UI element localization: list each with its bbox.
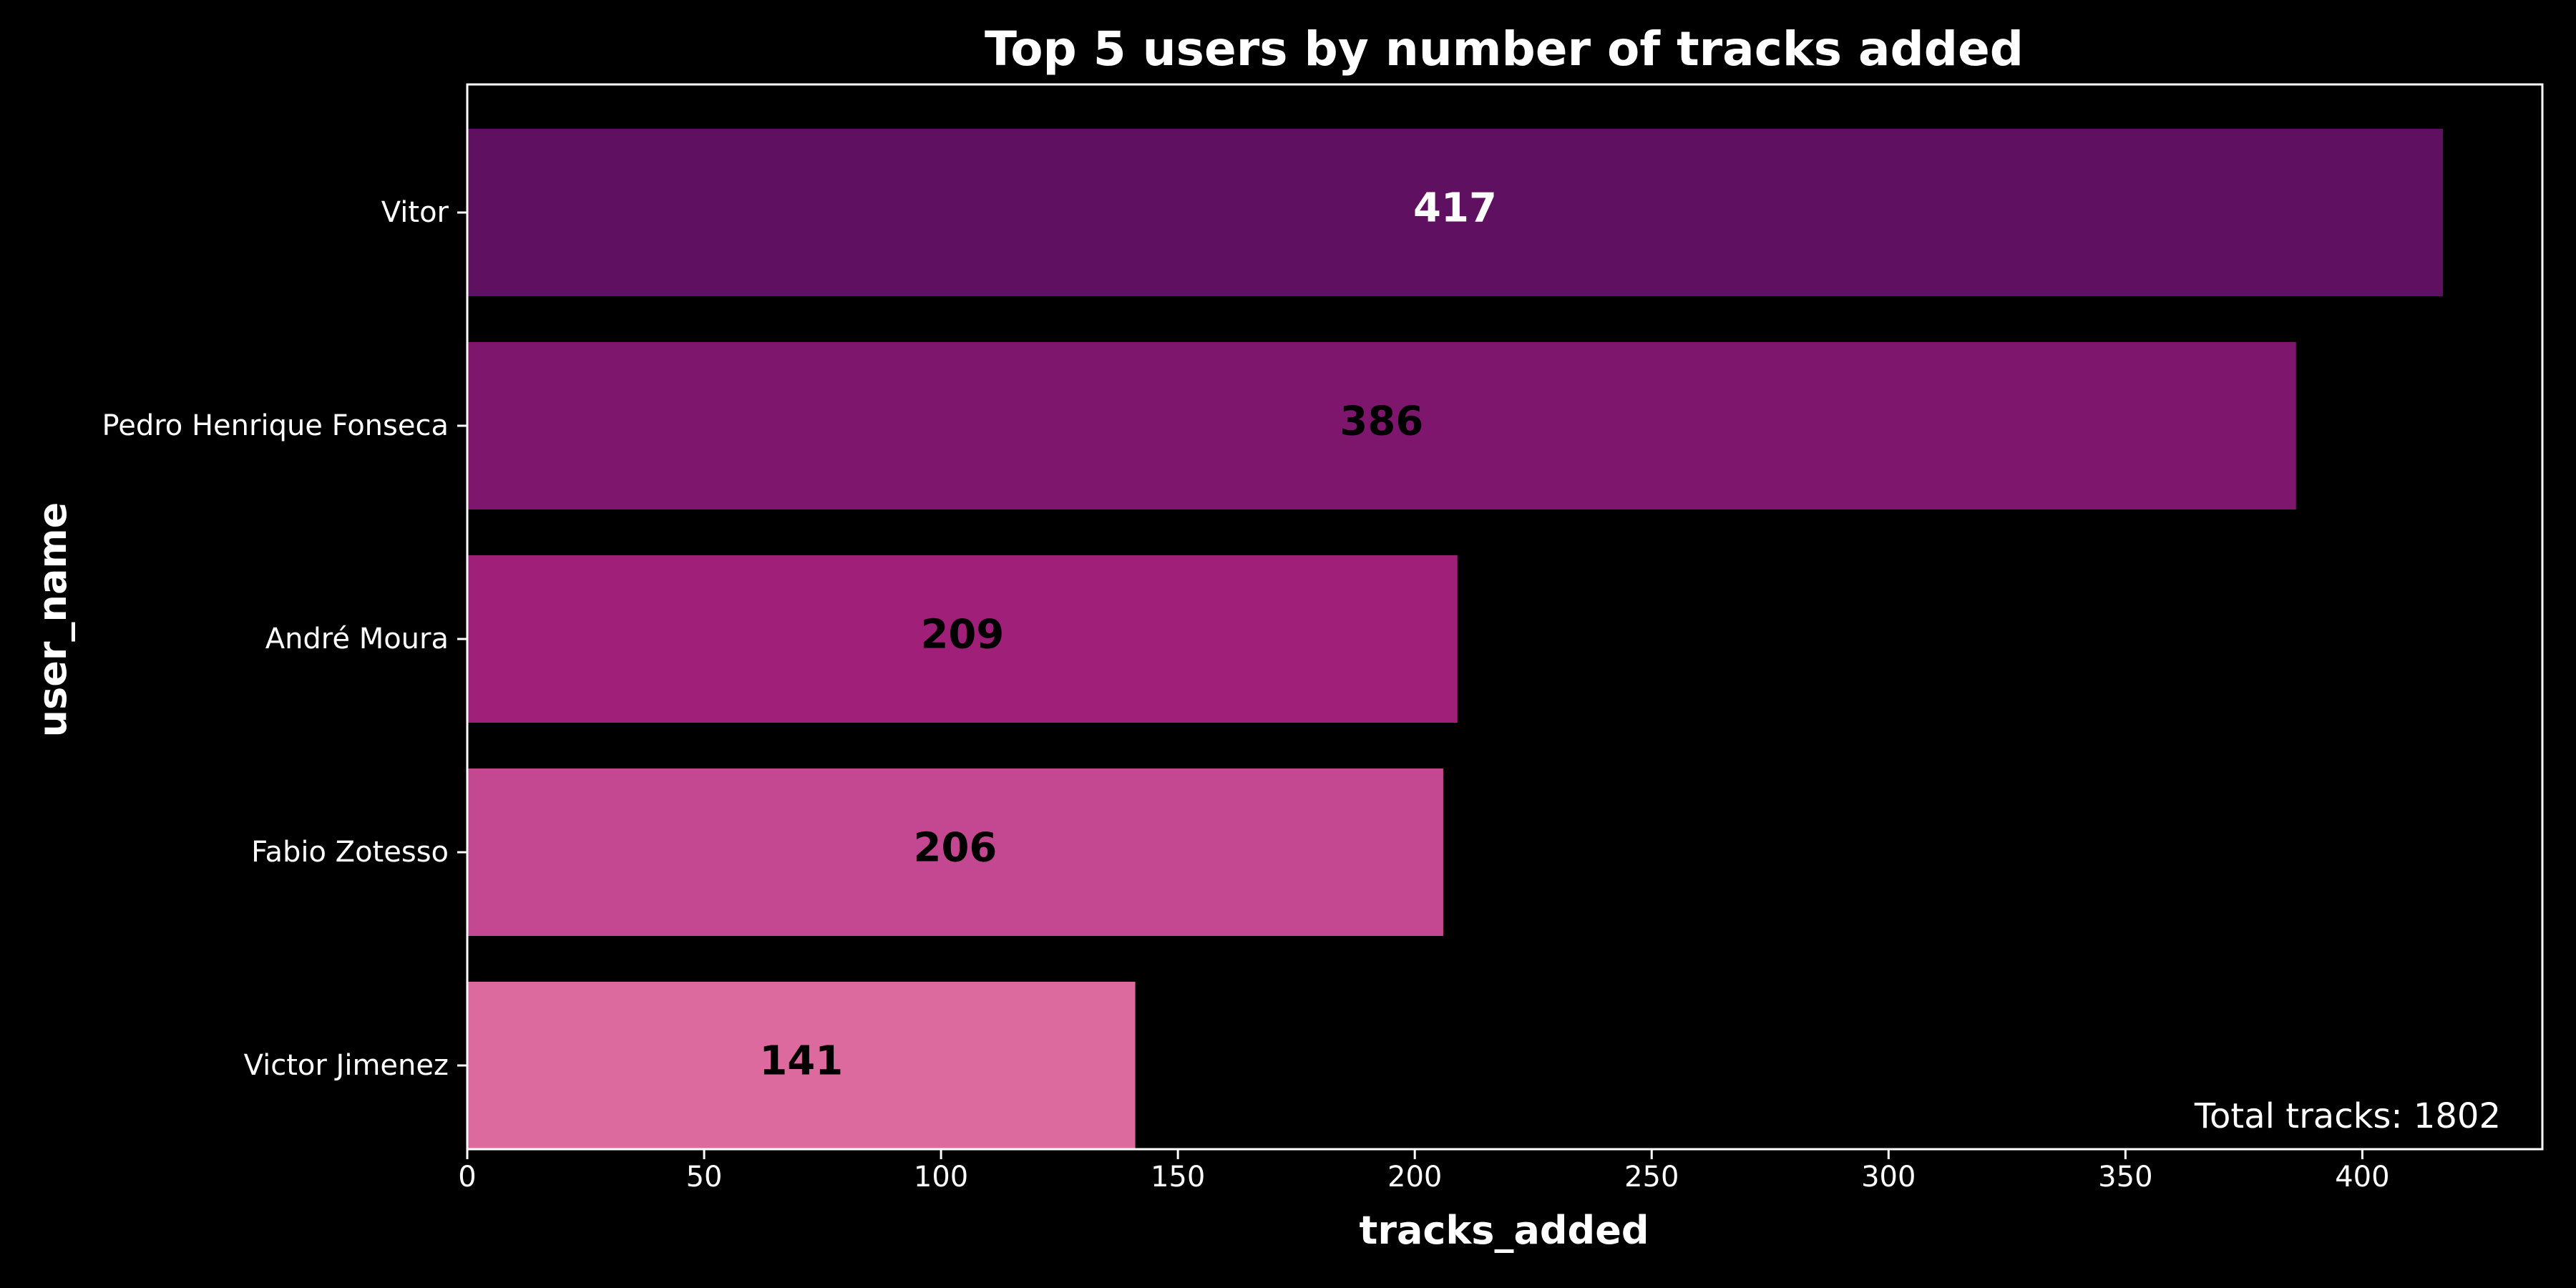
bars-group [467, 129, 2443, 1149]
plot-frame [466, 83, 2544, 1151]
y-axis-ticks: Vitor Pedro Henrique Fonseca André Moura Fa… [102, 196, 467, 1082]
bar-value-label-1: 386 [1340, 399, 1423, 445]
x-tick-label-3: 150 [1151, 1161, 1205, 1194]
total-tracks-annotation: Total tracks: 1802 [2194, 1096, 2501, 1136]
x-tick-label-5: 250 [1624, 1161, 1679, 1194]
chart-title: Top 5 users by number of tracks added [985, 21, 2024, 77]
bar-0 [467, 129, 2443, 296]
bar-value-label-3: 206 [914, 825, 997, 872]
x-tick-label-0: 0 [458, 1161, 476, 1194]
x-tick-label-7: 350 [2098, 1161, 2152, 1194]
x-axis-label: tracks_added [1360, 1208, 1649, 1253]
x-axis-ticks: 0 50 100 150 200 250 300 350 400 [458, 1149, 2390, 1194]
x-tick-label-8: 400 [2335, 1161, 2389, 1194]
y-tick-label-2: André Moura [265, 623, 449, 655]
bar-value-label-0: 417 [1413, 185, 1497, 232]
y-tick-label-3: Fabio Zotesso [251, 836, 449, 869]
y-axis-label: user_name [30, 502, 75, 738]
x-tick-label-1: 50 [686, 1161, 723, 1194]
x-tick-label-6: 300 [1861, 1161, 1916, 1194]
bar-4 [467, 982, 1136, 1149]
x-tick-label-4: 200 [1387, 1161, 1442, 1194]
bar-1 [467, 342, 2296, 509]
x-tick-label-2: 100 [914, 1161, 968, 1194]
y-tick-label-4: Victor Jimenez [244, 1049, 449, 1082]
y-tick-label-1: Pedro Henrique Fonseca [102, 409, 449, 442]
y-tick-label-0: Vitor [381, 196, 449, 229]
bar-labels-group: 417 386 209 206 141 [759, 185, 1497, 1085]
bar-2 [467, 555, 1458, 723]
bar-3 [467, 769, 1443, 936]
bar-value-label-4: 141 [759, 1038, 843, 1085]
bar-value-label-2: 209 [920, 612, 1004, 658]
